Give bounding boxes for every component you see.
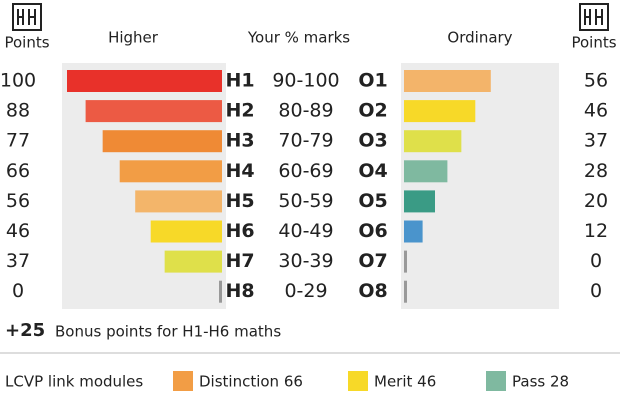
ordinary-bar (404, 160, 448, 183)
legend-label: Distinction 66 (199, 373, 303, 391)
bonus-value: +25 (5, 320, 45, 341)
marks-range: 70-79 (278, 130, 333, 152)
higher-bar (102, 130, 222, 153)
ordinary-grade: O5 (358, 190, 387, 212)
ordinary-bar (404, 220, 423, 243)
ordinary-points: 0 (590, 280, 602, 302)
ordinary-points: 37 (584, 130, 608, 152)
higher-bar (119, 160, 222, 183)
ordinary-points: 0 (590, 250, 602, 272)
higher-grade: H8 (225, 280, 254, 302)
ordinary-points: 12 (584, 220, 608, 242)
marks-header: Your % marks (247, 29, 350, 47)
higher-grade: H5 (225, 190, 254, 212)
points-header: Points (571, 34, 616, 52)
ordinary-bar (404, 100, 476, 123)
ordinary-bar (404, 130, 462, 153)
legend-label: Merit 46 (374, 373, 436, 391)
higher-points: 66 (6, 160, 30, 182)
higher-points: 0 (12, 280, 24, 302)
legend-swatch (486, 371, 506, 391)
higher-grade: H4 (225, 160, 254, 182)
higher-bar (85, 100, 222, 123)
higher-grade: H3 (225, 130, 254, 152)
higher-bar (135, 190, 222, 213)
ordinary-grade: O3 (358, 130, 387, 152)
higher-points: 56 (6, 190, 30, 212)
higher-grade: H7 (225, 250, 254, 272)
ordinary-panel (401, 63, 559, 309)
logo-left (12, 3, 42, 31)
legend-swatch (348, 371, 368, 391)
higher-grade: H2 (225, 100, 254, 122)
ordinary-points: 28 (584, 160, 608, 182)
ordinary-grade: O1 (358, 70, 387, 92)
higher-bar (150, 220, 222, 243)
higher-bar (67, 70, 222, 92)
points-header: Points (4, 34, 49, 52)
legend-swatch (173, 371, 193, 391)
ordinary-grade: O8 (358, 280, 387, 302)
higher-points: 46 (6, 220, 30, 242)
higher-grade: H1 (225, 70, 254, 92)
higher-grade: H6 (225, 220, 254, 242)
higher-points: 100 (0, 70, 36, 92)
ordinary-points: 46 (584, 100, 608, 122)
marks-range: 30-39 (278, 250, 333, 272)
ordinary-grade: O2 (358, 100, 387, 122)
legend-label: Pass 28 (512, 373, 569, 391)
ordinary-header: Ordinary (447, 29, 512, 47)
higher-header: Higher (108, 29, 159, 47)
marks-range: 50-59 (278, 190, 333, 212)
marks-range: 60-69 (278, 160, 333, 182)
ordinary-bar (404, 70, 491, 92)
higher-points: 37 (6, 250, 30, 272)
marks-range: 90-100 (272, 70, 339, 92)
marks-range: 80-89 (278, 100, 333, 122)
ordinary-grade: O6 (358, 220, 387, 242)
ordinary-grade: O4 (358, 160, 387, 182)
higher-bar (164, 250, 222, 273)
ordinary-bar (404, 190, 435, 213)
ordinary-points: 20 (584, 190, 608, 212)
marks-range: 40-49 (278, 220, 333, 242)
ordinary-bar (404, 280, 407, 303)
bonus-text: Bonus points for H1-H6 maths (55, 323, 281, 341)
legend-title: LCVP link modules (5, 373, 143, 391)
higher-points: 88 (6, 100, 30, 122)
marks-range: 0-29 (284, 280, 327, 302)
ordinary-bar (404, 250, 407, 273)
ordinary-points: 56 (584, 70, 608, 92)
higher-bar (219, 280, 222, 303)
logo-right (579, 3, 609, 31)
ordinary-grade: O7 (358, 250, 387, 272)
higher-points: 77 (6, 130, 30, 152)
